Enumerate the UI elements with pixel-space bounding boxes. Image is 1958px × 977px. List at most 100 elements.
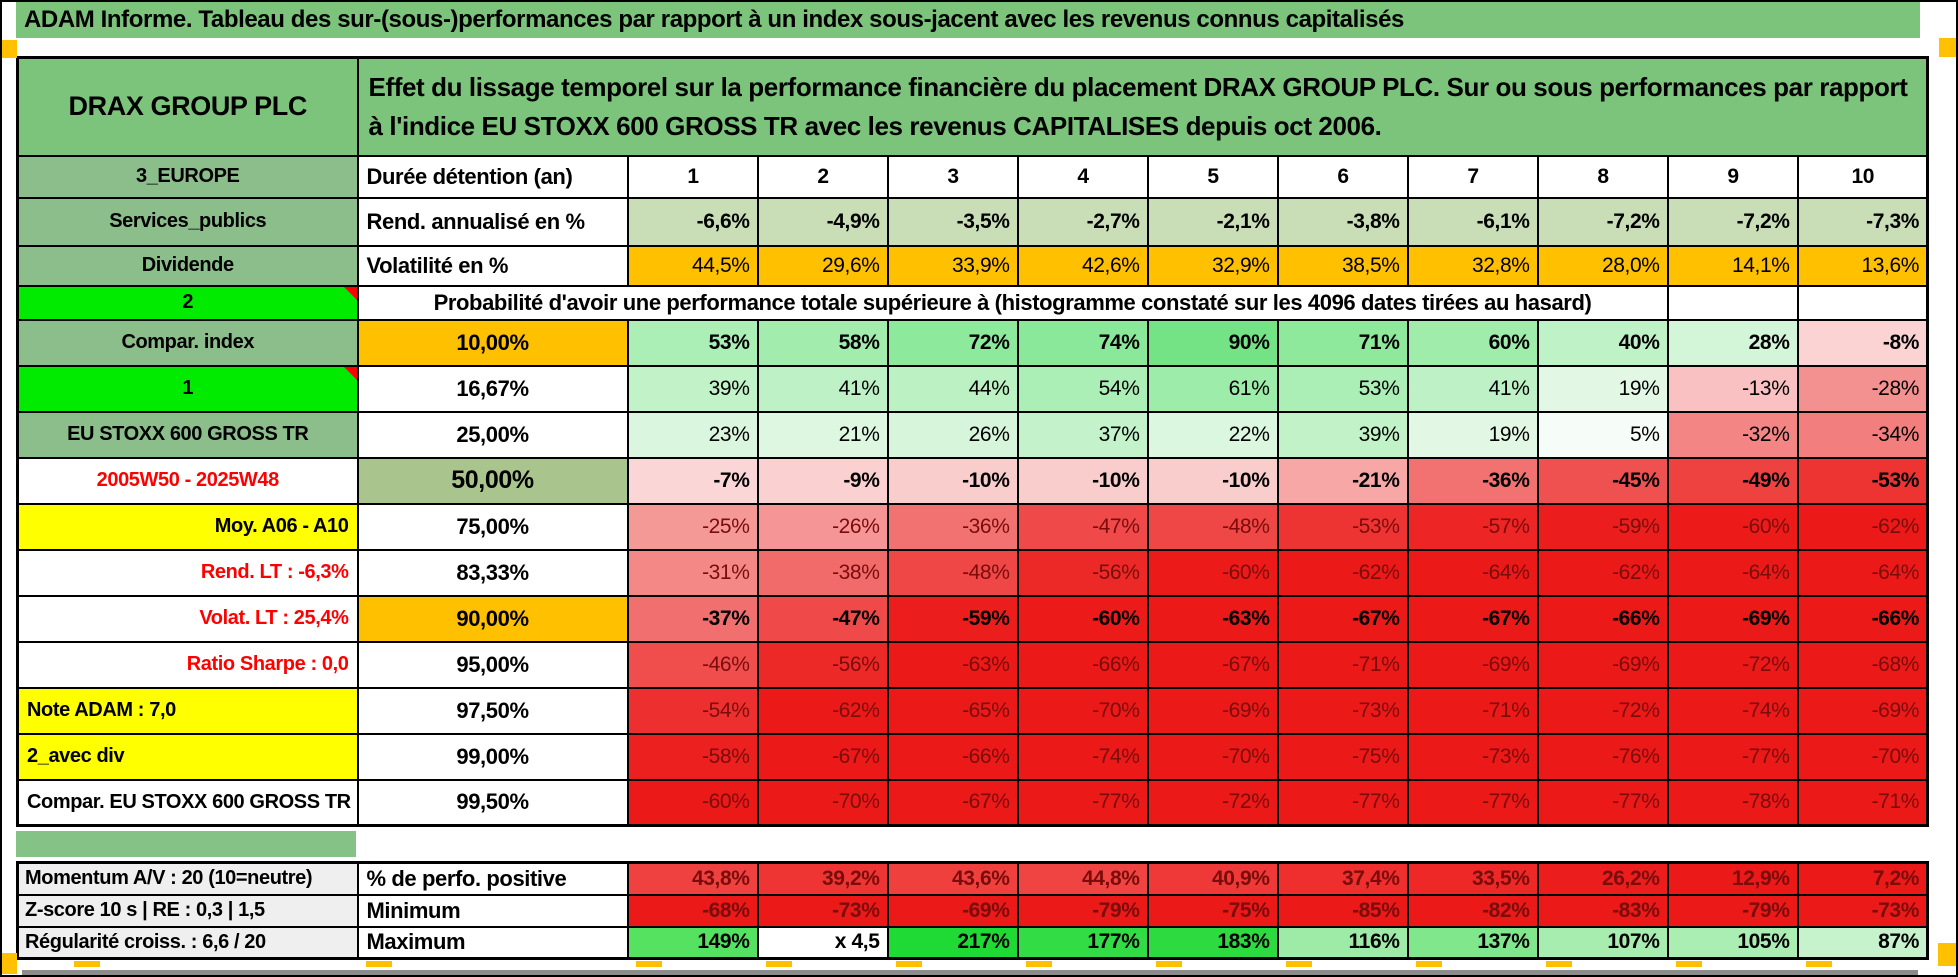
data-cell[interactable]: -67% bbox=[1406, 594, 1539, 643]
data-cell[interactable]: -73% bbox=[1406, 732, 1539, 781]
data-cell[interactable]: -36% bbox=[886, 502, 1019, 551]
column-header-cell[interactable]: 10 bbox=[1796, 154, 1929, 199]
data-cell[interactable]: 149% bbox=[626, 925, 759, 960]
data-cell[interactable]: -3,8% bbox=[1276, 196, 1409, 247]
empty-cell[interactable] bbox=[1666, 284, 1799, 321]
data-cell[interactable]: -75% bbox=[1276, 732, 1409, 781]
data-cell[interactable]: 37,4% bbox=[1276, 861, 1409, 896]
data-cell[interactable]: 58% bbox=[756, 318, 889, 367]
data-cell[interactable]: -69% bbox=[1406, 640, 1539, 689]
data-cell[interactable]: 43,6% bbox=[886, 861, 1019, 896]
data-cell[interactable]: 74% bbox=[1016, 318, 1149, 367]
data-cell[interactable]: 44,5% bbox=[626, 244, 759, 287]
data-cell[interactable]: 23% bbox=[626, 410, 759, 459]
row-label-cell[interactable]: Volat. LT : 25,4% bbox=[16, 594, 359, 643]
data-cell[interactable]: -7,2% bbox=[1666, 196, 1799, 247]
data-cell[interactable]: -65% bbox=[886, 686, 1019, 735]
data-cell[interactable]: 42,6% bbox=[1016, 244, 1149, 287]
data-cell[interactable]: 43,8% bbox=[626, 861, 759, 896]
data-cell[interactable]: -49% bbox=[1666, 456, 1799, 505]
data-cell[interactable]: 39% bbox=[1276, 410, 1409, 459]
data-cell[interactable]: -66% bbox=[886, 732, 1019, 781]
data-cell[interactable]: -64% bbox=[1666, 548, 1799, 597]
data-cell[interactable]: -82% bbox=[1406, 893, 1539, 928]
data-cell[interactable]: -58% bbox=[626, 732, 759, 781]
data-cell[interactable]: -70% bbox=[1016, 686, 1149, 735]
data-cell[interactable]: -2,7% bbox=[1016, 196, 1149, 247]
data-cell[interactable]: -54% bbox=[626, 686, 759, 735]
data-cell[interactable]: -56% bbox=[756, 640, 889, 689]
data-cell[interactable]: -77% bbox=[1276, 778, 1409, 827]
data-cell[interactable]: -4,9% bbox=[756, 196, 889, 247]
data-cell[interactable]: -53% bbox=[1276, 502, 1409, 551]
data-cell[interactable]: -60% bbox=[1146, 548, 1279, 597]
column-header-cell[interactable]: 3 bbox=[886, 154, 1019, 199]
data-cell[interactable]: 217% bbox=[886, 925, 1019, 960]
data-cell[interactable]: -69% bbox=[1796, 686, 1929, 735]
row-label-cell[interactable]: EU STOXX 600 GROSS TR bbox=[16, 410, 359, 459]
row-label-cell[interactable]: Note ADAM : 7,0 bbox=[16, 686, 359, 735]
data-cell[interactable]: -70% bbox=[756, 778, 889, 827]
data-cell[interactable]: -63% bbox=[1146, 594, 1279, 643]
data-cell[interactable]: -71% bbox=[1796, 778, 1929, 827]
data-cell[interactable]: 87% bbox=[1796, 925, 1929, 960]
data-cell[interactable]: -10% bbox=[1016, 456, 1149, 505]
data-cell[interactable]: -79% bbox=[1666, 893, 1799, 928]
percentile-cell[interactable]: 10,00% bbox=[356, 318, 629, 367]
data-cell[interactable]: -75% bbox=[1146, 893, 1279, 928]
data-cell[interactable]: 137% bbox=[1406, 925, 1539, 960]
data-cell[interactable]: -76% bbox=[1536, 732, 1669, 781]
data-cell[interactable]: -67% bbox=[886, 778, 1019, 827]
data-cell[interactable]: 26% bbox=[886, 410, 1019, 459]
data-cell[interactable]: 19% bbox=[1536, 364, 1669, 413]
stat-metric-cell[interactable]: Maximum bbox=[356, 925, 629, 960]
data-cell[interactable]: -46% bbox=[626, 640, 759, 689]
data-cell[interactable]: -73% bbox=[756, 893, 889, 928]
data-cell[interactable]: -56% bbox=[1016, 548, 1149, 597]
data-cell[interactable]: 40,9% bbox=[1146, 861, 1279, 896]
data-cell[interactable]: -77% bbox=[1666, 732, 1799, 781]
data-cell[interactable]: -69% bbox=[886, 893, 1019, 928]
data-cell[interactable]: -53% bbox=[1796, 456, 1929, 505]
data-cell[interactable]: -7,2% bbox=[1536, 196, 1669, 247]
column-header-cell[interactable]: 4 bbox=[1016, 154, 1149, 199]
column-header-cell[interactable]: 6 bbox=[1276, 154, 1409, 199]
data-cell[interactable]: -63% bbox=[886, 640, 1019, 689]
stat-metric-cell[interactable]: Minimum bbox=[356, 893, 629, 928]
data-cell[interactable]: 21% bbox=[756, 410, 889, 459]
row-label-cell[interactable]: Rend. LT : -6,3% bbox=[16, 548, 359, 597]
data-cell[interactable]: -3,5% bbox=[886, 196, 1019, 247]
data-cell[interactable]: -32% bbox=[1666, 410, 1799, 459]
row-label-cell[interactable]: 2 bbox=[16, 284, 359, 321]
column-header-cell[interactable]: 8 bbox=[1536, 154, 1669, 199]
data-cell[interactable]: -72% bbox=[1666, 640, 1799, 689]
data-cell[interactable]: -48% bbox=[1146, 502, 1279, 551]
percentile-cell[interactable]: 99,00% bbox=[356, 732, 629, 781]
percentile-cell[interactable]: 25,00% bbox=[356, 410, 629, 459]
data-cell[interactable]: 54% bbox=[1016, 364, 1149, 413]
data-cell[interactable]: -9% bbox=[756, 456, 889, 505]
data-cell[interactable]: 60% bbox=[1406, 318, 1539, 367]
data-cell[interactable]: -31% bbox=[626, 548, 759, 597]
data-cell[interactable]: 33,9% bbox=[886, 244, 1019, 287]
metric-label-cell[interactable]: Volatilité en % bbox=[356, 244, 629, 287]
percentile-cell[interactable]: 16,67% bbox=[356, 364, 629, 413]
probability-header-cell[interactable]: Probabilité d'avoir une performance tota… bbox=[356, 284, 1669, 321]
data-cell[interactable]: 44% bbox=[886, 364, 1019, 413]
data-cell[interactable]: -69% bbox=[1146, 686, 1279, 735]
data-cell[interactable]: 19% bbox=[1406, 410, 1539, 459]
data-cell[interactable]: 33,5% bbox=[1406, 861, 1539, 896]
instrument-cell[interactable]: DRAX GROUP PLC bbox=[16, 56, 359, 157]
data-cell[interactable]: -83% bbox=[1536, 893, 1669, 928]
data-cell[interactable]: -69% bbox=[1666, 594, 1799, 643]
column-header-cell[interactable]: 1 bbox=[626, 154, 759, 199]
data-cell[interactable]: -21% bbox=[1276, 456, 1409, 505]
stat-label-cell[interactable]: Régularité croiss. : 6,6 / 20 bbox=[16, 925, 359, 960]
data-cell[interactable]: 90% bbox=[1146, 318, 1279, 367]
percentile-cell[interactable]: 75,00% bbox=[356, 502, 629, 551]
data-cell[interactable]: -74% bbox=[1666, 686, 1799, 735]
percentile-cell[interactable]: 50,00% bbox=[356, 456, 629, 505]
data-cell[interactable]: -69% bbox=[1536, 640, 1669, 689]
data-cell[interactable]: 177% bbox=[1016, 925, 1149, 960]
data-cell[interactable]: -34% bbox=[1796, 410, 1929, 459]
